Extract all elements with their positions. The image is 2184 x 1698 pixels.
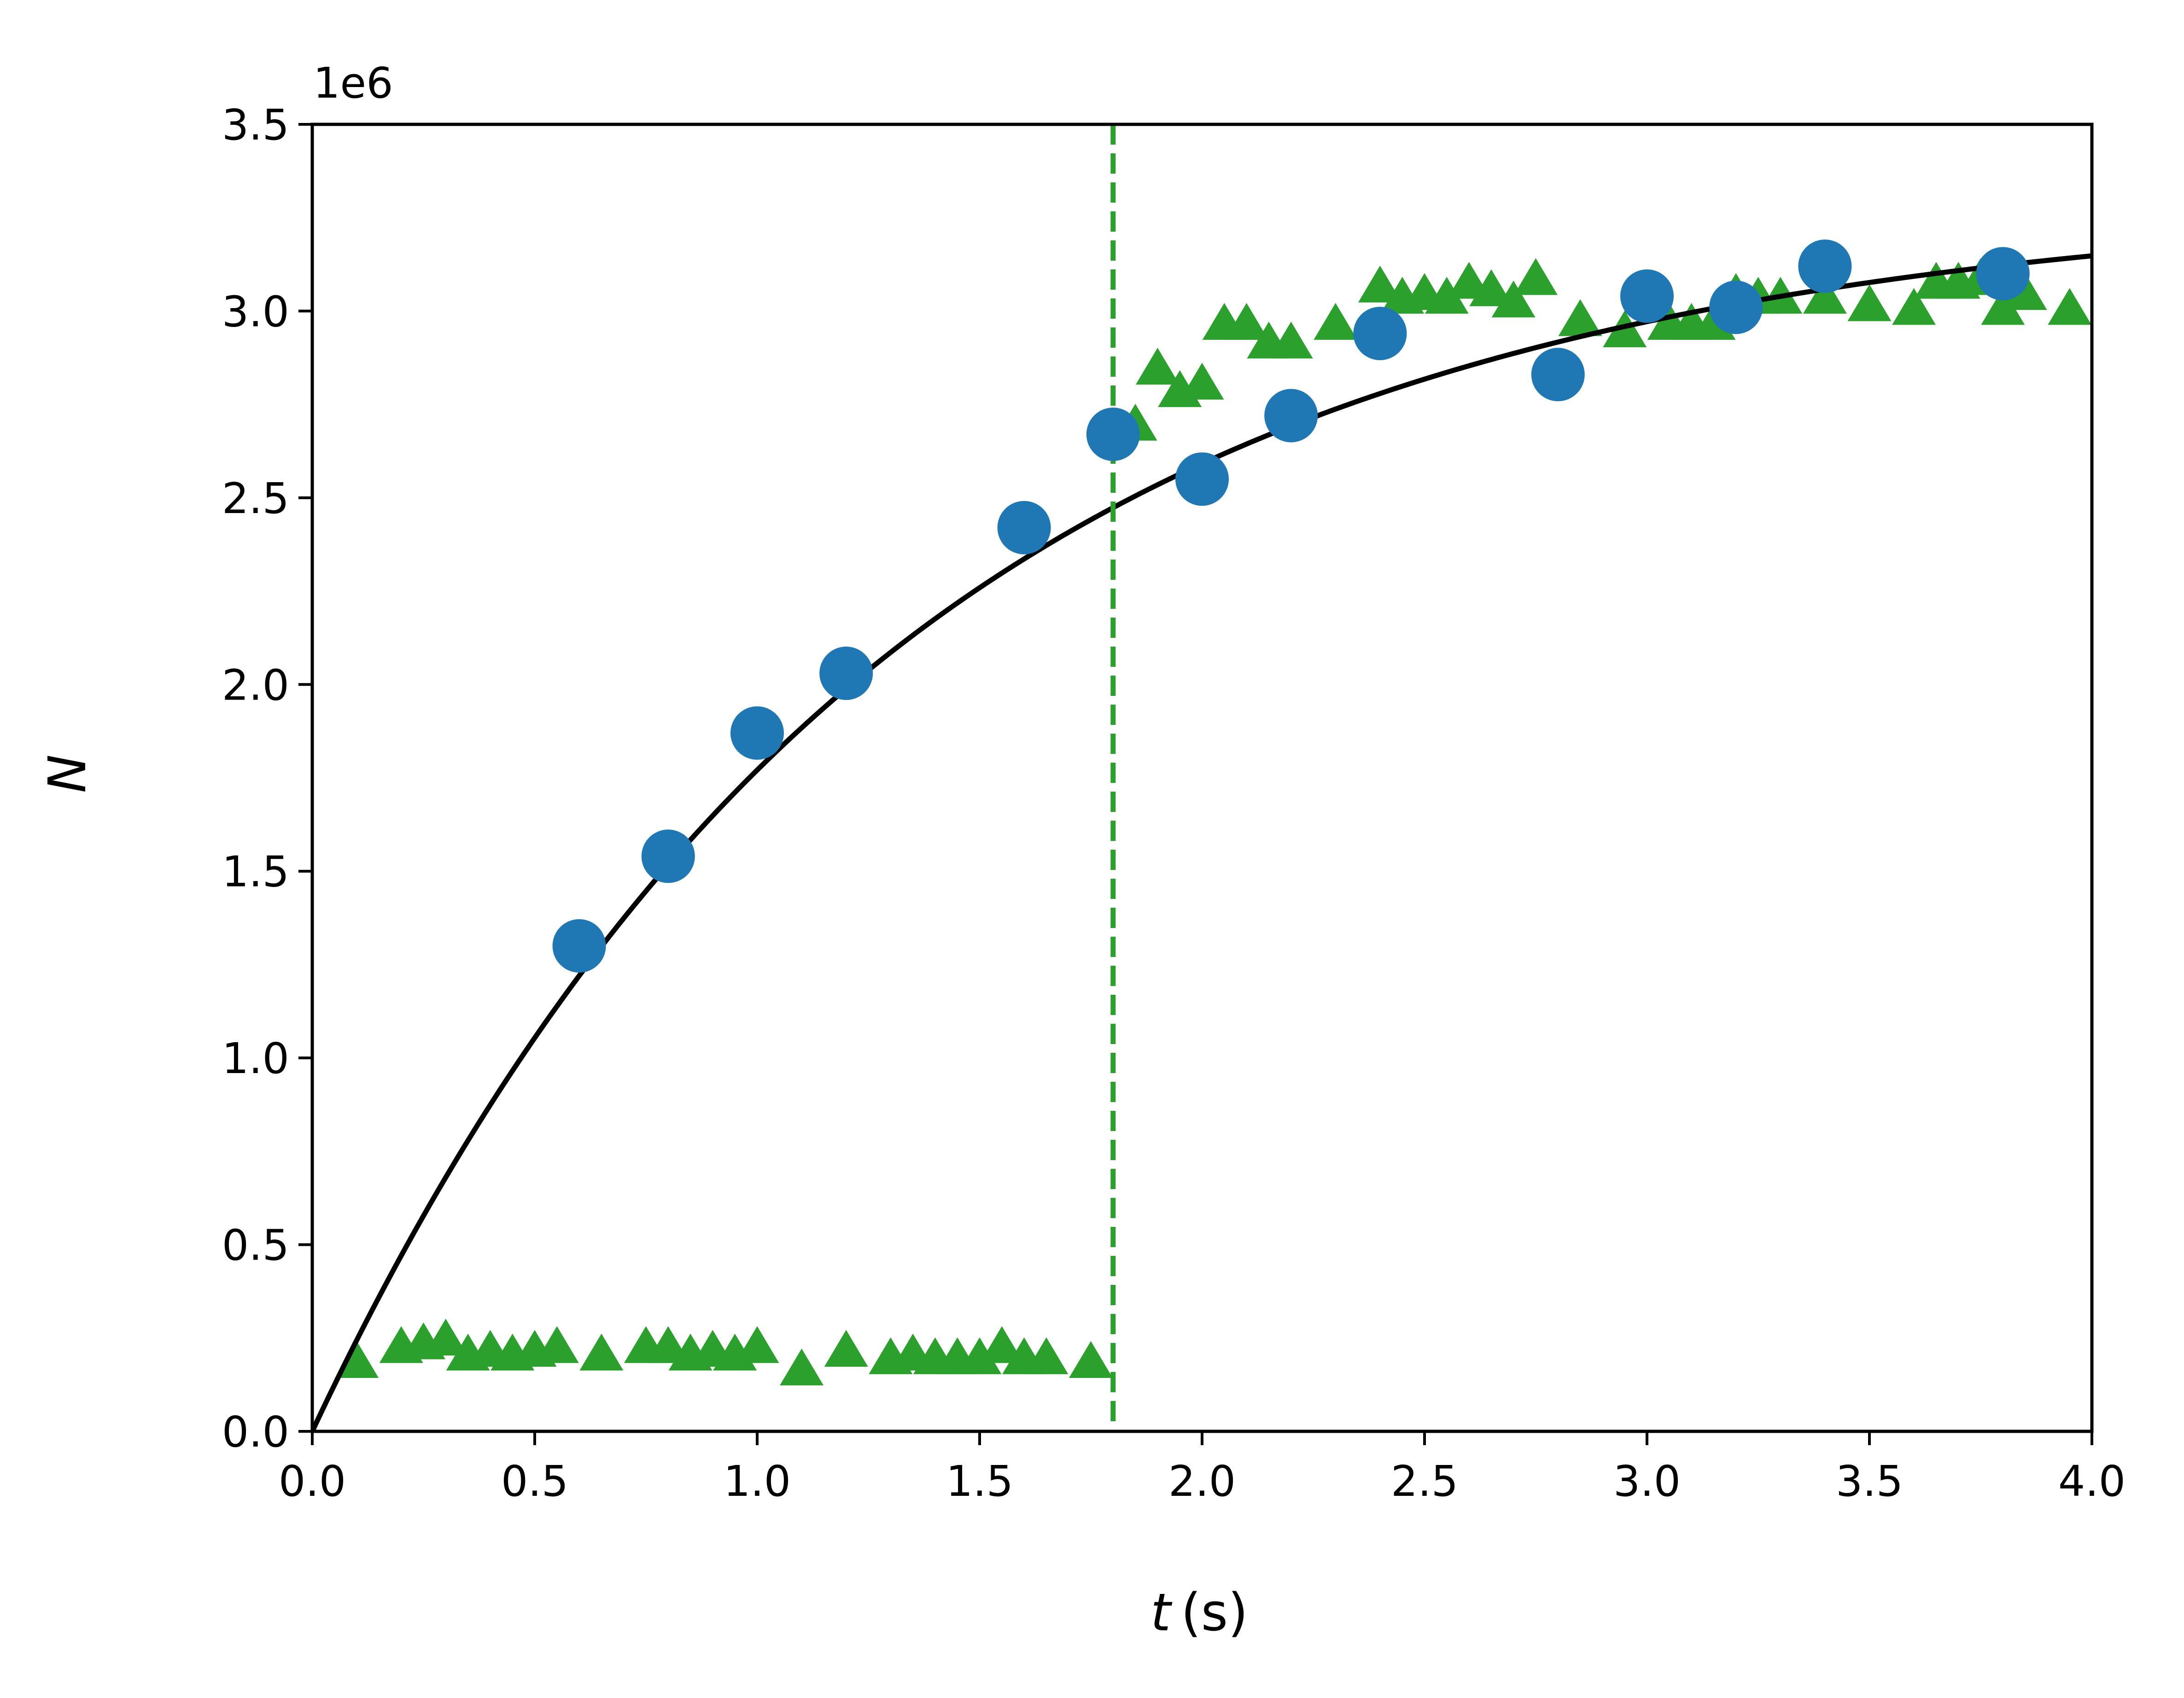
triangle-point (2003, 273, 2047, 310)
triangle-point (1314, 303, 1358, 340)
triangle-point (1024, 1337, 1069, 1374)
triangle-point (579, 1333, 624, 1371)
triangle-point (1225, 303, 1269, 340)
triangle-point (1981, 288, 2025, 325)
x-tick-label: 0.0 (279, 1457, 346, 1506)
circle-point (1531, 348, 1585, 402)
triangle-point (1269, 321, 1313, 359)
triangle-point (2048, 288, 2092, 325)
triangle-point (1514, 258, 1558, 295)
triangle-point (1180, 362, 1224, 400)
triangle-point (535, 1326, 579, 1363)
circle-point (819, 646, 873, 700)
x-axis-label: t (s) (1150, 1583, 1248, 1643)
triangle-point (424, 1319, 468, 1356)
y-tick-label: 0.0 (222, 1407, 289, 1457)
x-axis-unit: (s) (1181, 1583, 1248, 1643)
triangle-point (735, 1326, 779, 1363)
y-tick-label: 2.0 (222, 660, 289, 710)
triangle-point (1847, 284, 1892, 321)
circle-point (1709, 280, 1763, 334)
circle-point (552, 919, 606, 973)
triangle-point (1425, 277, 1469, 314)
axes: 0.0 0.5 1.0 1.5 2.0 2.5 3.0 3.5 4.0 0.0 0.5 1.0 1.5 2… (222, 100, 2126, 1506)
x-tick-label: 1.5 (946, 1457, 1013, 1506)
y-tick-label: 3.0 (222, 287, 289, 336)
x-tick-label: 1.0 (724, 1457, 791, 1506)
plot-area (312, 124, 2092, 1431)
triangle-point (1069, 1341, 1113, 1378)
triangle-point (958, 1337, 1002, 1374)
circle-point (730, 706, 784, 760)
circle-point (1175, 452, 1229, 506)
y-offset-label: 1e6 (313, 58, 393, 108)
triangle-point (980, 1326, 1024, 1363)
circle-point (1620, 269, 1674, 323)
x-tick-label: 2.0 (1168, 1457, 1236, 1506)
y-tick-label: 1.5 (222, 847, 289, 897)
plot-inner (312, 124, 2092, 1431)
triangle-point (1358, 265, 1402, 303)
triangle-point (1491, 280, 1536, 318)
circle-point (1264, 389, 1318, 443)
circle-point (641, 829, 695, 883)
triangle-point (824, 1330, 868, 1367)
circle-point (997, 501, 1051, 554)
triangle-point (1558, 299, 1602, 336)
y-tick-label: 2.5 (222, 474, 289, 523)
x-tick-label: 0.5 (501, 1457, 568, 1506)
triangle-point (1469, 269, 1513, 306)
x-tick-label: 4.0 (2058, 1457, 2126, 1506)
y-tick-label: 0.5 (222, 1221, 289, 1270)
y-tick-label: 1.0 (222, 1034, 289, 1083)
y-tick-label: 3.5 (222, 100, 289, 150)
circle-point (1976, 247, 2030, 301)
x-tick-label: 3.0 (1613, 1457, 1681, 1506)
x-tick-label: 2.5 (1391, 1457, 1458, 1506)
x-tick-label: 3.5 (1836, 1457, 1903, 1506)
circle-point (1798, 239, 1852, 293)
triangle-point (335, 1341, 379, 1378)
x-axis-variable: t (1150, 1583, 1173, 1643)
triangle-point (1803, 277, 1847, 314)
circle-point (1086, 408, 1140, 461)
triangle-point (1135, 348, 1180, 385)
y-axis-label: N (38, 754, 98, 793)
triangle-point (780, 1348, 824, 1386)
triangle-point (1892, 288, 1936, 325)
circle-point (1353, 307, 1407, 361)
